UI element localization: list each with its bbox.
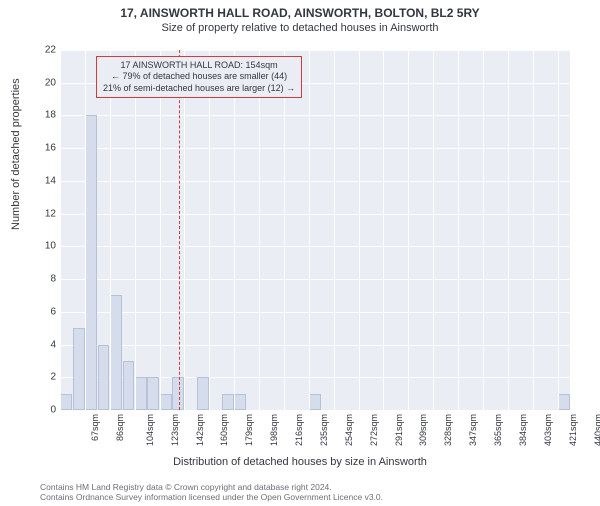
x-tick-label: 347sqm (468, 414, 478, 446)
gridline-v (85, 50, 86, 410)
y-tick-label: 10 (32, 241, 56, 252)
histogram-bar (309, 394, 321, 410)
x-tick-label: 272sqm (369, 414, 379, 446)
histogram-bar (135, 377, 147, 410)
y-tick-label: 14 (32, 175, 56, 186)
x-tick-label: 291sqm (394, 414, 404, 446)
gridline-h (60, 148, 570, 149)
y-tick-label: 18 (32, 110, 56, 121)
gridline-v (533, 50, 534, 410)
y-tick-label: 22 (32, 45, 56, 56)
x-axis-title: Distribution of detached houses by size … (0, 456, 600, 468)
gridline-v (408, 50, 409, 410)
annotation-line-2: ← 79% of detached houses are smaller (44… (103, 71, 295, 82)
histogram-bar (73, 328, 85, 410)
gridline-h (60, 410, 570, 411)
x-tick-label: 440sqm (593, 414, 600, 446)
gridline-h (60, 279, 570, 280)
x-tick-label: 104sqm (145, 414, 155, 446)
x-tick-label: 160sqm (219, 414, 229, 446)
y-tick-label: 0 (32, 405, 56, 416)
gridline-v (135, 50, 136, 410)
gridline-v (483, 50, 484, 410)
histogram-bar (147, 377, 159, 410)
x-tick-label: 216sqm (294, 414, 304, 446)
x-tick-label: 67sqm (90, 414, 100, 441)
annotation-line-3: 21% of semi-detached houses are larger (… (103, 83, 295, 94)
gridline-v (184, 50, 185, 410)
histogram-bar (160, 394, 172, 410)
x-tick-label: 179sqm (244, 414, 254, 446)
chart-title-sub: Size of property relative to detached ho… (0, 22, 600, 34)
gridline-v (160, 50, 161, 410)
y-tick-label: 20 (32, 77, 56, 88)
gridline-v (209, 50, 210, 410)
gridline-h (60, 181, 570, 182)
gridline-h (60, 115, 570, 116)
y-axis-title: Number of detached properties (10, 78, 22, 230)
x-tick-label: 254sqm (344, 414, 354, 446)
x-tick-label: 328sqm (443, 414, 453, 446)
x-tick-label: 384sqm (518, 414, 528, 446)
chart-plot-area: 024681012141618202217 AINSWORTH HALL ROA… (60, 50, 570, 410)
x-tick-label: 86sqm (115, 414, 125, 441)
gridline-v (60, 50, 61, 410)
y-tick-label: 4 (32, 339, 56, 350)
gridline-v (359, 50, 360, 410)
x-tick-label: 123sqm (170, 414, 180, 446)
chart-title-main: 17, AINSWORTH HALL ROAD, AINSWORTH, BOLT… (0, 6, 600, 20)
histogram-bar (222, 394, 234, 410)
histogram-bar (197, 377, 209, 410)
gridline-v (234, 50, 235, 410)
gridline-v (110, 50, 111, 410)
x-tick-label: 198sqm (269, 414, 279, 446)
gridline-v (508, 50, 509, 410)
gridline-h (60, 312, 570, 313)
histogram-bar (98, 345, 110, 410)
x-tick-label: 365sqm (493, 414, 503, 446)
footer-line-2: Contains Ordnance Survey information lic… (40, 492, 383, 502)
gridline-v (284, 50, 285, 410)
gridline-h (60, 50, 570, 51)
gridline-h (60, 214, 570, 215)
y-tick-label: 12 (32, 208, 56, 219)
annotation-box: 17 AINSWORTH HALL ROAD: 154sqm← 79% of d… (96, 56, 302, 98)
gridline-v (558, 50, 559, 410)
histogram-bar (558, 394, 570, 410)
histogram-bar (60, 394, 72, 410)
histogram-bar (234, 394, 246, 410)
x-tick-label: 403sqm (543, 414, 553, 446)
x-tick-labels: 67sqm 86sqm 104sqm 123sqm 142sqm 160sqm 179sqm… (60, 414, 570, 454)
annotation-line-1: 17 AINSWORTH HALL ROAD: 154sqm (103, 60, 295, 71)
histogram-bar (123, 361, 135, 410)
gridline-v (433, 50, 434, 410)
gridline-h (60, 246, 570, 247)
gridline-v (383, 50, 384, 410)
gridline-v (458, 50, 459, 410)
histogram-bar (110, 295, 122, 410)
y-tick-label: 2 (32, 372, 56, 383)
x-tick-label: 142sqm (195, 414, 205, 446)
footer-attribution: Contains HM Land Registry data © Crown c… (40, 482, 383, 502)
x-tick-label: 235sqm (319, 414, 329, 446)
x-tick-label: 309sqm (418, 414, 428, 446)
gridline-h (60, 345, 570, 346)
footer-line-1: Contains HM Land Registry data © Crown c… (40, 482, 383, 492)
y-tick-label: 8 (32, 274, 56, 285)
y-tick-label: 16 (32, 143, 56, 154)
gridline-v (334, 50, 335, 410)
gridline-v (309, 50, 310, 410)
histogram-bar (85, 115, 97, 410)
y-tick-label: 6 (32, 306, 56, 317)
gridline-v (259, 50, 260, 410)
x-tick-label: 421sqm (568, 414, 578, 446)
marker-line (179, 50, 180, 410)
